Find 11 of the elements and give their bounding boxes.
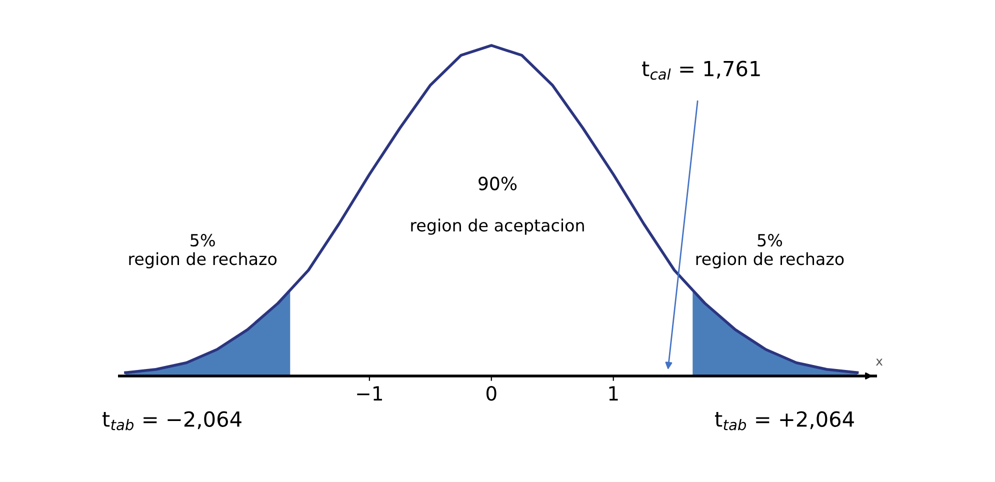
annotation: 5% region de rechazo [129, 234, 277, 268]
x-tick-label: −1 [357, 386, 382, 400]
text: t$_{tab}$ = +2,064 [715, 411, 854, 430]
annotation: 5% region de rechazo [696, 234, 844, 268]
x-tick-label: 0 [486, 386, 496, 401]
text: t$_{tab}$ = −2,064 [102, 411, 242, 430]
annotation: t$_{cal}$ = 1,761 [642, 60, 760, 80]
x-axis-title: x [876, 358, 883, 366]
x-tick-label: 1 [609, 386, 618, 400]
annotation: 90% [478, 176, 517, 190]
annotation: region de aceptacion [411, 218, 584, 235]
